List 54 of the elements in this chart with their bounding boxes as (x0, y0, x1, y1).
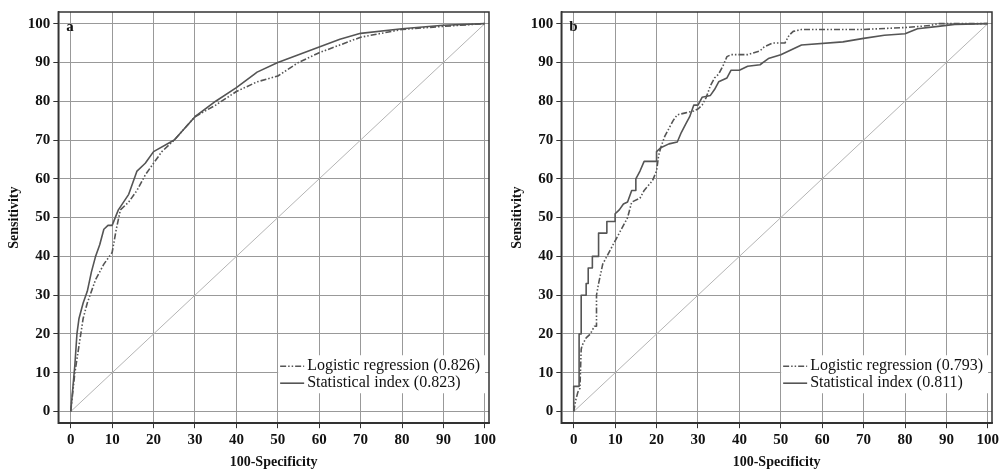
x-tick-label: 10 (607, 431, 623, 448)
x-tick-label: 70 (856, 431, 872, 448)
y-axis-title: Sensitivity (509, 186, 525, 249)
x-tick-label: 40 (228, 431, 244, 448)
y-tick-label: 80 (35, 92, 51, 109)
x-tick-label: 90 (938, 431, 954, 448)
annotation: a (66, 18, 75, 35)
x-tick-label: 100 (976, 431, 1000, 448)
x-tick-label: 70 (353, 431, 369, 448)
y-tick-label: 10 (35, 363, 51, 380)
x-tick-label: 0 (569, 431, 578, 448)
legend-label: Logistic regression (0.793) (810, 356, 984, 375)
x-tick-label: 50 (773, 431, 789, 448)
y-tick-label: 90 (35, 53, 51, 70)
x-tick-label: 80 (897, 431, 913, 448)
y-tick-label: 80 (538, 92, 554, 109)
y-tick-label: 30 (538, 286, 554, 303)
y-tick-label: 100 (530, 14, 554, 31)
x-axis-title: 100-Specificity (732, 454, 821, 470)
y-tick-label: 40 (35, 247, 51, 264)
y-tick-label: 50 (538, 208, 554, 225)
x-tick-label: 60 (814, 431, 830, 448)
x-tick-label: 50 (270, 431, 286, 448)
y-tick-label: 70 (538, 130, 554, 147)
x-tick-label: 30 (690, 431, 706, 448)
annotation: b (569, 18, 578, 35)
y-tick-label: 60 (538, 169, 554, 186)
x-axis-title: 100-Specificity (229, 454, 318, 470)
y-tick-label: 60 (35, 169, 51, 186)
x-tick-label: 0 (66, 431, 75, 448)
y-tick-label: 0 (42, 402, 51, 419)
y-tick-label: 40 (538, 247, 554, 264)
y-tick-label: 90 (538, 53, 554, 70)
x-tick-label: 10 (104, 431, 120, 448)
y-axis-title: Sensitivity (6, 186, 22, 249)
y-tick-label: 100 (27, 14, 51, 31)
x-tick-label: 60 (311, 431, 327, 448)
y-tick-label: 30 (35, 286, 51, 303)
y-tick-label: 50 (35, 208, 51, 225)
legend-label: Statistical index (0.811) (810, 373, 963, 392)
legend-label: Logistic regression (0.826) (307, 356, 481, 375)
y-tick-label: 0 (545, 402, 554, 419)
y-tick-label: 20 (35, 324, 51, 341)
x-tick-label: 20 (146, 431, 162, 448)
legend-label: Statistical index (0.823) (307, 373, 461, 392)
x-tick-label: 90 (435, 431, 451, 448)
x-tick-label: 80 (394, 431, 410, 448)
y-tick-label: 10 (538, 363, 554, 380)
x-tick-label: 100 (473, 431, 497, 448)
x-tick-label: 30 (187, 431, 203, 448)
y-tick-label: 20 (538, 324, 554, 341)
y-tick-label: 70 (35, 130, 51, 147)
x-tick-label: 40 (731, 431, 747, 448)
x-tick-label: 20 (649, 431, 665, 448)
